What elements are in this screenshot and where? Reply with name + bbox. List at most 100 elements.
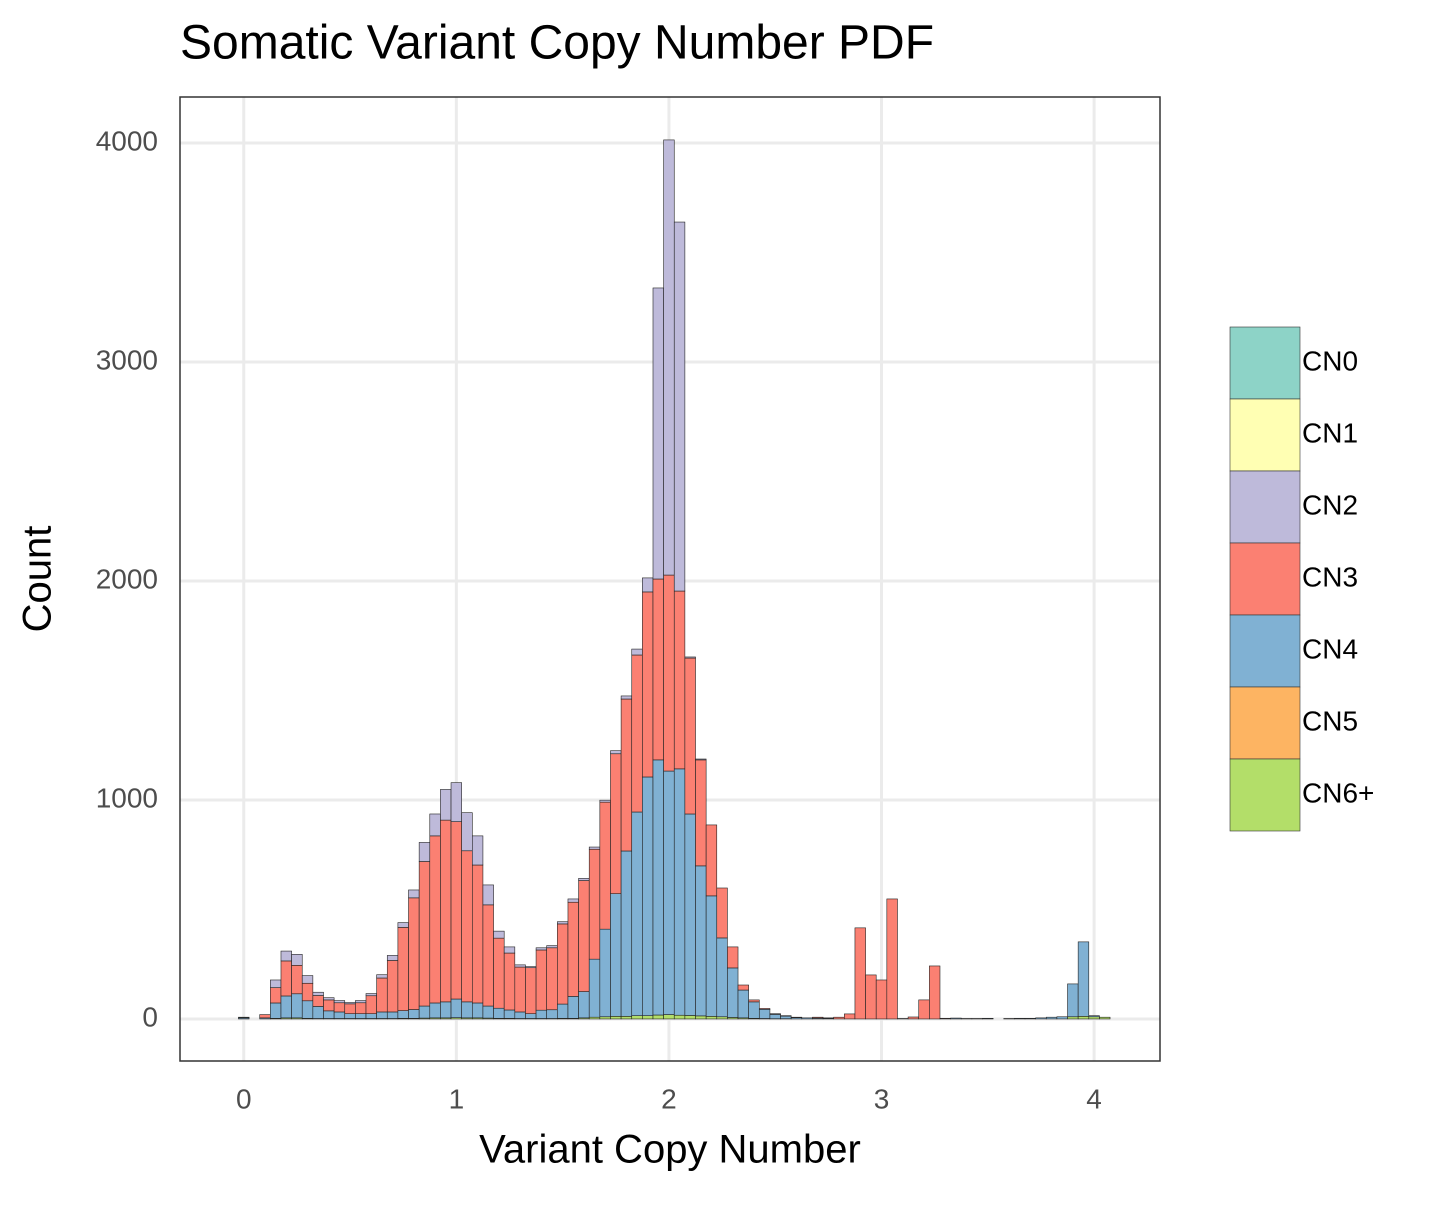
bar-segment [238,1017,249,1018]
bar-segment [685,657,696,658]
bar-segment [345,1004,356,1014]
bar-segment [653,288,664,579]
bar-segment [398,927,409,1010]
bar-segment [759,1008,770,1009]
bar-segment [696,1016,707,1019]
bar-segment [706,896,717,1016]
bar-segment [653,760,664,1015]
bar-segment [940,1018,951,1019]
bar-segment [281,961,292,996]
bar-segment [600,1017,611,1019]
legend-key [1230,615,1300,687]
bar-segment [323,1000,334,1011]
bar-segment [483,885,494,905]
bar-segment [483,1006,494,1018]
bar-segment [292,954,303,965]
bar-segment [547,1010,558,1019]
bar-segment [430,814,441,836]
bar-segment [409,898,420,1010]
bar-segment [451,822,462,999]
bar-segment [377,978,388,1012]
bar-segment [525,1014,536,1019]
bar-segment [919,1000,930,1019]
bar-segment [462,813,473,851]
bar-segment [844,1014,855,1019]
bar-segment [270,1003,281,1018]
bar-segment [908,1017,919,1019]
bar-segment [706,1016,717,1019]
bar-segment [717,938,728,1017]
bar-segment [345,1014,356,1019]
bar-segment [387,955,398,960]
bar-segment [462,851,473,1002]
bar-segment [802,1018,813,1019]
bar-segment [462,1002,473,1018]
bar-segment [1068,1017,1079,1019]
bar-segment [568,902,579,996]
bar-segment [536,948,547,950]
bar-segment [515,965,526,967]
bar-segment [589,847,600,849]
bar-segment [355,1003,366,1014]
y-tick-label: 1000 [96,782,158,813]
bar-segment [812,1017,823,1018]
bar-segment [430,1003,441,1018]
bar-segment [377,975,388,978]
bar-segment [409,890,420,898]
bar-segment [355,1001,366,1003]
bar-segment [696,760,707,866]
bar-segment [504,953,515,1010]
bar-segment [355,1014,366,1019]
bar-segment [568,899,579,902]
bar-segment [568,996,579,1018]
bar-segment [600,800,611,802]
bar-segment [579,992,590,1018]
bar-segment [302,1001,313,1019]
bar-segment [1068,984,1079,1017]
bar-segment [557,924,568,1004]
bar-segment [685,814,696,1015]
bar-segment [451,999,462,1018]
bar-segment [610,751,621,754]
x-tick-label: 4 [1086,1083,1102,1114]
legend-label: CN2 [1302,489,1358,520]
legend-label: CN5 [1302,705,1358,736]
legend-key [1230,327,1300,399]
bar-segment [738,990,749,1018]
bar-segment [653,579,664,760]
bar-segment [536,1010,547,1018]
bar-segment [292,965,303,993]
bar-segment [642,578,653,592]
bar-segment [664,140,675,575]
bar-segment [504,1010,515,1018]
bar-segment [706,825,717,896]
bar-segment [334,1001,345,1003]
bar-segment [929,966,940,1019]
bar-segment [419,1006,430,1018]
bar-segment [749,1000,760,1002]
bar-segment [419,842,430,861]
bar-segment [409,1010,420,1019]
legend-key [1230,399,1300,471]
bar-segment [281,996,292,1018]
bar-segment [642,777,653,1016]
bar-segment [504,947,515,953]
bar-segment [557,922,568,924]
legend-key [1230,471,1300,543]
bar-segment [472,836,483,865]
bar-segment [717,1017,728,1019]
bar-segment [260,1015,271,1018]
bar-segment [866,975,877,1019]
bar-segment [600,802,611,929]
bar-segment [855,928,866,1019]
legend-label: CN0 [1302,345,1358,376]
bar-segment [982,1018,993,1019]
y-tick-label: 4000 [96,125,158,156]
legend-label: CN4 [1302,633,1358,664]
bar-segment [674,769,685,1015]
bar-segment [1078,1016,1089,1019]
bar-segment [621,1016,632,1019]
bar-segment [472,865,483,1003]
bar-segment [398,923,409,928]
bar-segment [387,960,398,1011]
